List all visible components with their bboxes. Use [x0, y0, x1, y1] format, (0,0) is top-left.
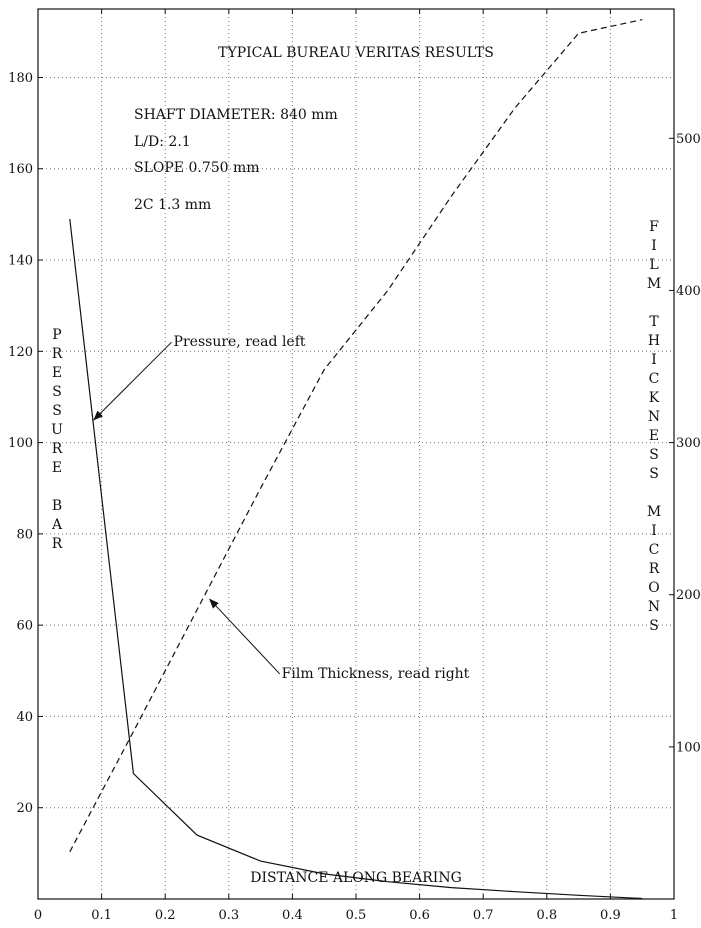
y-left-label-char: E	[52, 460, 62, 476]
info-block: SHAFT DIAMETER: 840 mm L/D: 2.1 SLOPE 0.75…	[134, 107, 338, 213]
info-line: L/D: 2.1	[134, 134, 191, 150]
series	[69, 19, 643, 900]
annotation-arrow	[93, 341, 172, 421]
film-thickness-line	[69, 19, 643, 853]
y-left-label-char: E	[52, 365, 62, 381]
y-right-label-char: R	[649, 561, 660, 577]
y-right-tick-label: 400	[676, 284, 701, 299]
x-tick-label: 0.6	[409, 908, 430, 923]
info-line: SHAFT DIAMETER: 840 mm	[134, 107, 338, 123]
y-left-label-char: S	[52, 384, 62, 400]
y-left-label-char: U	[51, 422, 63, 438]
y-left-tick-label: 60	[16, 619, 33, 634]
x-tick-label: 1	[670, 908, 678, 923]
y-right-label-char: S	[649, 466, 659, 482]
y-right-label-char: C	[649, 542, 660, 558]
y-left-tick-label: 20	[16, 801, 33, 816]
y-left-label-char: P	[52, 327, 61, 343]
chart-title: TYPICAL BUREAU VERITAS RESULTS	[218, 45, 494, 61]
y-left-label-char: R	[52, 536, 63, 552]
y-right-tick-label: 100	[676, 740, 701, 755]
x-tick-label: 0.9	[600, 908, 621, 923]
x-tick-label: 0.7	[473, 908, 494, 923]
annotation-label: Film Thickness, read right	[282, 666, 470, 682]
y-right-label-char: N	[648, 409, 660, 425]
y-left-tick-label: 180	[8, 71, 33, 86]
y-right-label-char: I	[651, 523, 657, 539]
y-right-label-char: F	[649, 219, 659, 235]
y-right-label-char: S	[649, 618, 659, 634]
y-left-label-char: S	[52, 403, 62, 419]
y-right-label-char: I	[651, 352, 657, 368]
x-tick-label: 0.8	[536, 908, 557, 923]
y-left-label-char: R	[52, 441, 63, 457]
y-right-label-char: N	[648, 599, 660, 615]
y-right-label-char: I	[651, 238, 657, 254]
y-left-tick-label: 160	[8, 162, 33, 177]
y-right-label-char: C	[649, 371, 660, 387]
x-tick-label: 0.5	[346, 908, 367, 923]
y-right-label-char: M	[647, 504, 661, 520]
pressure-line	[69, 218, 643, 900]
y-right-tick-label: 200	[676, 588, 701, 603]
y-left-label-char: R	[52, 346, 63, 362]
y-right-label-char: S	[649, 447, 659, 463]
y-left-label-char: B	[52, 498, 62, 514]
y-right-label-char: E	[649, 428, 659, 444]
y-left-tick-label: 140	[8, 254, 33, 269]
annotation-arrow	[209, 598, 281, 675]
grid	[38, 9, 674, 899]
x-tick-label: 0.4	[282, 908, 303, 923]
annotations: Pressure, read left Film Thickness, read …	[93, 334, 470, 682]
y-left-tick-label: 40	[16, 710, 33, 725]
y-right-label-char: H	[648, 333, 660, 349]
y-right-tick-label: 300	[676, 436, 701, 451]
y-right-label-char: M	[647, 276, 661, 292]
y-right-label-char: O	[648, 580, 659, 596]
x-tick-label: 0.3	[218, 908, 239, 923]
x-tick-label: 0	[34, 908, 42, 923]
info-line: 2C 1.3 mm	[134, 197, 211, 213]
y-right-label-char: K	[649, 390, 660, 406]
y-right-tick-label: 500	[676, 132, 701, 147]
y-left-label-char: A	[51, 517, 63, 533]
annotation-label: Pressure, read left	[174, 334, 306, 350]
axis-ticks: 0 0.1 0.2 0.3 0.4 0.5 0.6 0.7 0.8 0.9 120406080100…	[8, 9, 701, 923]
x-tick-label: 0.2	[155, 908, 176, 923]
y-left-tick-label: 100	[8, 436, 33, 451]
y-right-label-char: T	[649, 314, 659, 330]
y-left-tick-label: 80	[16, 527, 33, 542]
y-right-label-char: L	[649, 257, 658, 273]
info-line: SLOPE 0.750 mm	[134, 160, 260, 176]
y-left-tick-label: 120	[8, 345, 33, 360]
x-tick-label: 0.1	[91, 908, 112, 923]
